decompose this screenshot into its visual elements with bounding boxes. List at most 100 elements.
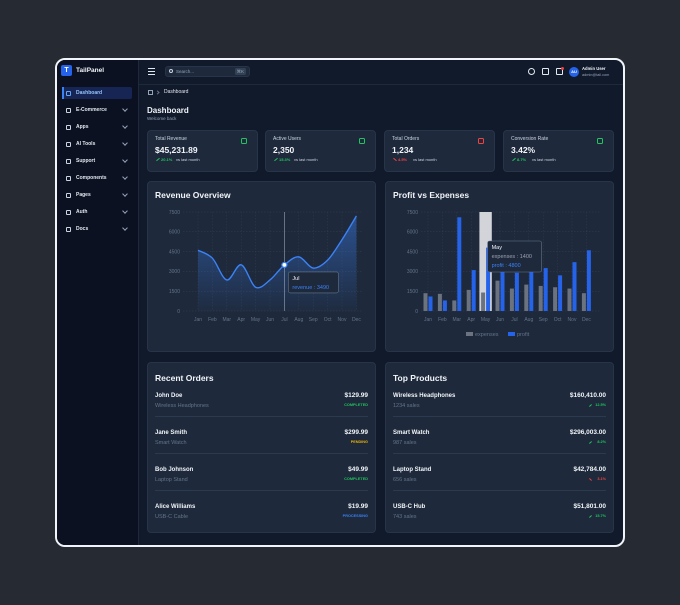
search-icon [169,69,173,73]
sidebar-item[interactable]: Dashboard [76,90,103,96]
card [147,362,376,533]
card [265,130,376,172]
stat-change: 20.1% [161,157,173,162]
brand-name: TailPanel [76,67,105,74]
row-amount: $160,410.00 [569,392,606,399]
row-sub: 987 sales [393,440,417,446]
change: 15.7% [595,514,606,518]
card [147,181,376,352]
sidebar-item[interactable]: Support [76,158,96,164]
change: 3.1% [597,477,606,481]
sidebar-icon [66,192,71,198]
search-shortcut: ⌘K [235,68,246,75]
topbar-icon[interactable] [528,68,535,75]
sidebar-icon [66,226,71,232]
stat-value: 3.42% [511,145,536,155]
page-title: Dashboard [147,106,189,115]
sidebar-icon [66,209,71,215]
divider [393,416,606,417]
status: PROCESSING [342,514,368,518]
row-amount: $129.99 [344,392,369,399]
active-indicator [62,87,64,99]
stat-change: 8.7% [517,157,527,162]
row-name: John Doe [155,393,183,399]
row-name: Jane Smith [155,430,188,436]
stat-value: $45,231.89 [155,145,198,155]
sidebar-icon [66,107,71,113]
sidebar-icon [66,175,71,181]
active-item-bg [62,87,132,99]
avatar[interactable]: AU [569,67,579,77]
card [503,130,614,172]
home-icon [148,90,153,95]
menu-bar [148,68,155,70]
row-sub: USB-C Cable [155,514,189,520]
row-amount: $299.99 [344,429,369,436]
card [385,362,614,533]
sidebar-icon [66,90,71,96]
row-name: Bob Johnson [155,467,194,473]
page-subtitle: Welcome back [147,116,177,121]
divider [393,453,606,454]
sidebar-item[interactable]: AI Tools [76,141,96,147]
chart-title: Revenue Overview [155,190,231,200]
row-name: Wireless Headphones [393,393,456,399]
row-name: Smart Watch [393,430,430,436]
stat-note: vs last month [532,157,556,162]
divider [155,490,368,491]
sidebar-icon [66,158,71,164]
row-amount: $296,003.00 [569,429,606,436]
card [384,130,495,172]
stat-note: vs last month [294,157,318,162]
sidebar-icon [66,124,71,130]
row-name: Alice Williams [155,504,196,510]
topbar-icon[interactable] [556,68,563,75]
divider [393,490,606,491]
sidebar-item[interactable]: Docs [76,226,89,232]
sidebar-item[interactable]: Apps [76,124,89,130]
status: COMPLETED [344,403,368,407]
card [385,181,614,352]
search-box[interactable] [165,66,250,77]
breadcrumb: Dashboard [164,89,189,95]
stat-icon [478,138,484,144]
panel-title: Recent Orders [155,373,214,383]
sidebar-icon [66,141,71,147]
stat-icon [359,138,365,144]
row-sub: Laptop Stand [155,477,188,483]
topbar-divider [139,84,623,85]
row-sub: Wireless Headphones [155,403,209,409]
panel-title: Top Products [393,373,448,383]
row-sub: 1234 sales [393,403,420,409]
row-sub: Smart Watch [155,440,187,446]
chart-title: Profit vs Expenses [393,190,470,200]
row-amount: $42,784.00 [573,466,606,473]
divider [155,453,368,454]
status: COMPLETED [344,477,368,481]
logo: T [61,65,72,76]
row-amount: $51,801.00 [573,503,606,510]
sidebar-item[interactable]: Auth [76,209,88,215]
menu-bar [148,71,155,73]
row-name: USB-C Hub [393,504,426,510]
row-sub: 743 sales [393,514,417,520]
stat-change: 15.3% [279,157,291,162]
row-name: Laptop Stand [393,467,432,473]
change: 8.2% [597,440,606,444]
sidebar-item[interactable]: E-Commerce [76,107,107,113]
status: PENDING [350,440,368,444]
sidebar-item[interactable]: Pages [76,192,91,198]
sidebar-item[interactable]: Components [76,175,107,181]
change: 12.5% [595,403,606,407]
menu-bar [148,74,155,76]
topbar-icon[interactable] [542,68,549,75]
stat-label: Active Users [273,136,302,142]
stat-icon [241,138,247,144]
sidebar [57,60,139,545]
card [147,130,258,172]
user-name: Admin User [582,66,606,71]
stat-note: vs last month [176,157,200,162]
row-sub: 656 sales [393,477,417,483]
stat-label: Total Orders [392,136,420,142]
